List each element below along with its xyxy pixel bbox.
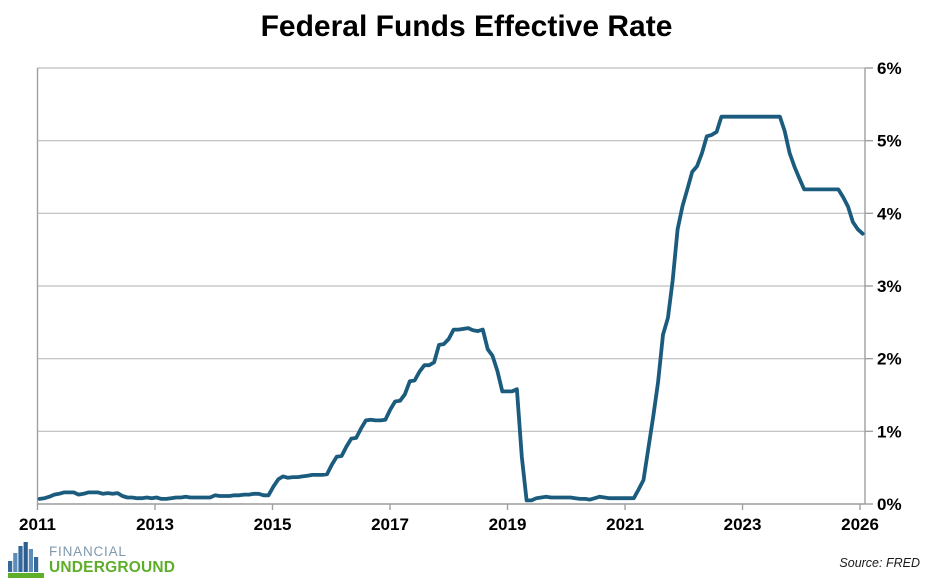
logo-underground-label: UNDERGROUND	[49, 558, 176, 576]
x-tick-label: 2011	[19, 515, 56, 534]
logo-text: FINANCIAL UNDERGROUND	[49, 545, 175, 578]
y-tick-label: 5%	[877, 132, 902, 151]
x-tick-label: 2023	[724, 515, 762, 534]
y-tick-label: 2%	[877, 350, 902, 369]
x-tick-label: 2013	[136, 515, 174, 534]
y-tick-label: 4%	[877, 204, 902, 223]
source-credit: Source: FRED	[839, 556, 920, 570]
x-tick-label: 2019	[489, 515, 527, 534]
x-tick-label: 2017	[371, 515, 409, 534]
x-tick-label: 2015	[254, 515, 292, 534]
x-tick-label: 2021	[606, 515, 644, 534]
ffr-series-line	[37, 114, 865, 503]
y-tick-label: 3%	[877, 277, 902, 296]
logo-bars-icon	[8, 542, 44, 578]
chart-title: Federal Funds Effective Rate	[260, 10, 673, 43]
y-tick-label: 6%	[877, 59, 902, 78]
financial-underground-logo: FINANCIAL UNDERGROUND	[8, 540, 175, 578]
logo-financial-label: FINANCIAL	[49, 544, 127, 559]
y-tick-label: 1%	[877, 422, 902, 441]
y-tick-label: 0%	[877, 495, 902, 514]
x-tick-label: 2026	[841, 515, 879, 534]
